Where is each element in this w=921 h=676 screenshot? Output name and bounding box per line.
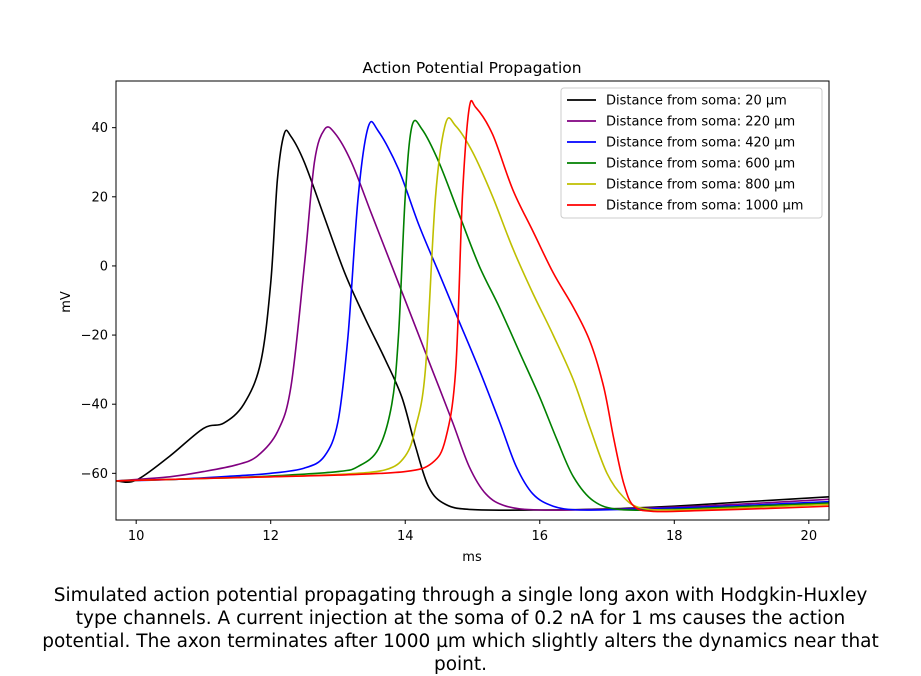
y-tick-label: 40 <box>91 121 108 136</box>
y-axis-label: mV <box>59 291 74 313</box>
legend-box <box>560 87 823 219</box>
series-layer <box>116 99 829 513</box>
y-tick-label: −20 <box>81 329 108 344</box>
legend-label-4: Distance from soma: 600 µm <box>606 157 795 172</box>
figure-caption: Simulated action potential propagating t… <box>42 585 879 675</box>
series-line-3 <box>116 120 829 511</box>
x-tick-label: 14 <box>397 529 414 544</box>
plot-frame <box>115 80 830 521</box>
y-tick-label: −60 <box>81 467 108 482</box>
x-tick-label: 20 <box>801 529 818 544</box>
series-line-2 <box>116 126 829 511</box>
y-tick-label: −40 <box>81 398 108 413</box>
legend-label-5: Distance from soma: 800 µm <box>606 178 795 193</box>
y-tick-label: 0 <box>100 259 108 274</box>
x-tick-label: 16 <box>531 529 548 544</box>
legend-label-1: Distance from soma: 20 µm <box>606 94 787 109</box>
legend-label-6: Distance from soma: 1000 µm <box>606 199 803 214</box>
series-line-5 <box>116 117 829 511</box>
series-line-4 <box>116 119 829 512</box>
x-tick-label: 18 <box>666 529 683 544</box>
chart-title: Action Potential Propagation <box>362 59 581 77</box>
legend-label-3: Distance from soma: 420 µm <box>606 136 795 151</box>
legend: Distance from soma: 20 µm Distance from s… <box>560 87 823 219</box>
chart: Action Potential Propagation 10 12 14 16 18 2… <box>59 59 830 565</box>
y-tick-label: 20 <box>91 190 108 205</box>
legend-label-2: Distance from soma: 220 µm <box>606 115 795 130</box>
x-tick-label: 12 <box>262 529 279 544</box>
x-tick-label: 10 <box>128 529 145 544</box>
series-line-6 <box>116 99 829 513</box>
y-ticks: −60 −40 −20 0 20 40 <box>81 121 116 482</box>
x-ticks: 10 12 14 16 18 20 <box>128 520 817 544</box>
x-axis-label: ms <box>462 550 482 565</box>
